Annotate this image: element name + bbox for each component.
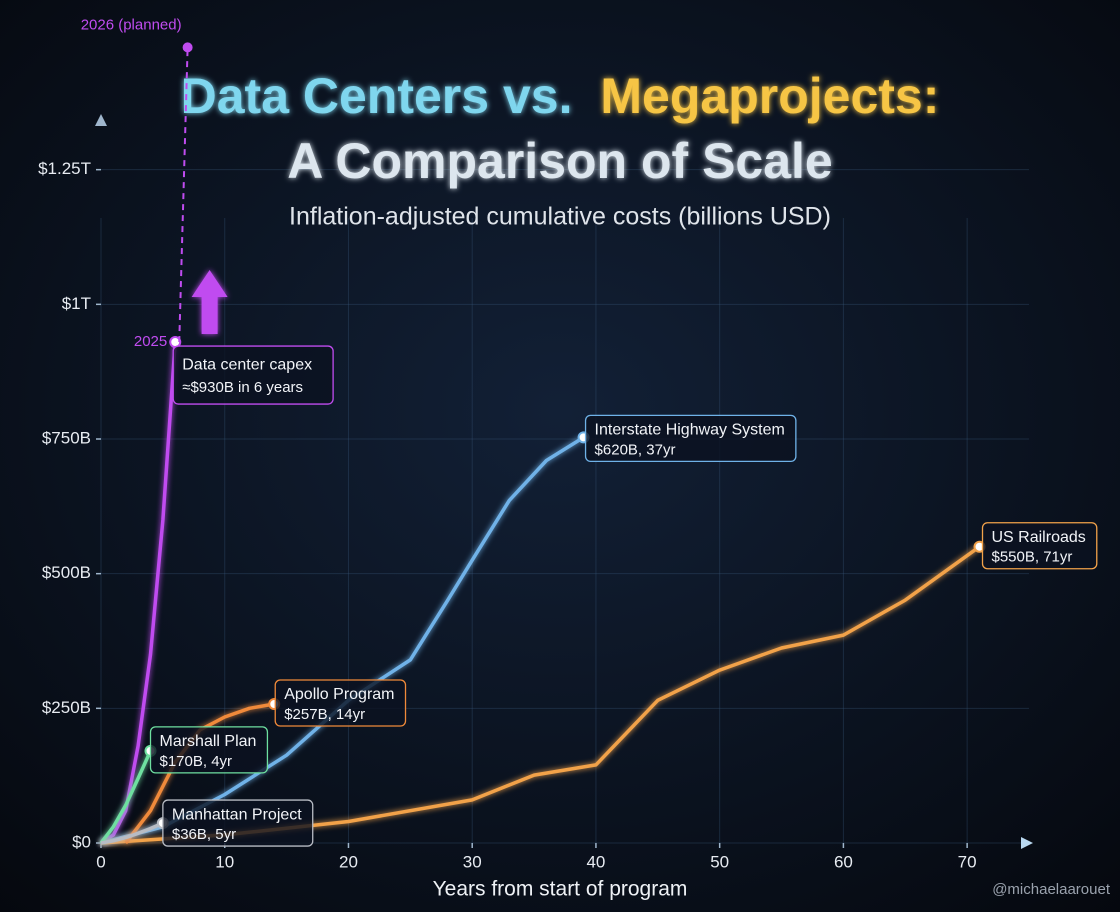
y-tick-label: $0	[72, 832, 91, 851]
x-tick-label: 40	[586, 852, 605, 871]
annotation-frame	[162, 799, 314, 847]
series-line	[100, 545, 981, 845]
annotation-box: Marshall Plan $170B, 4yr	[149, 726, 269, 774]
series-note: $620B, 37yr	[595, 441, 676, 458]
annotation-frame	[981, 522, 1098, 570]
y-tick-label: $250B	[42, 698, 91, 717]
x-axis-arrow	[1021, 837, 1033, 849]
series-note: ≈$930B in 6 years	[182, 379, 303, 396]
planned-point	[182, 42, 193, 53]
annotation-box: Apollo Program $257B, 14yr	[274, 679, 407, 727]
x-tick-label: 60	[834, 852, 853, 871]
x-tick-label: 20	[339, 852, 358, 871]
annotation-box: Data center capex ≈$930B in 6 years	[172, 345, 334, 405]
series-note: $257B, 14yr	[284, 706, 365, 723]
annotation-frame	[172, 345, 334, 405]
y-tick-label: $500B	[42, 563, 91, 582]
series-note: $170B, 4yr	[159, 753, 232, 770]
title-part: Data Centers vs.	[181, 68, 573, 124]
annotation-frame	[274, 679, 407, 727]
annotation-box: Interstate Highway System $620B, 37yr	[584, 414, 797, 463]
series-name: Data center capex	[182, 356, 312, 373]
series-name: US Railroads	[992, 529, 1086, 546]
chart-title: Data Centers vs. Megaprojects:	[181, 68, 940, 124]
planned-label: 2026 (planned)	[81, 16, 182, 33]
series-name: Manhattan Project	[172, 806, 302, 823]
annotation-box: Manhattan Project $36B, 5yr	[162, 799, 314, 847]
x-axis-label: Years from start of program	[433, 878, 688, 901]
series-name: Marshall Plan	[159, 733, 256, 750]
growth-arrow	[191, 270, 228, 335]
y-tick-label: $1T	[62, 294, 91, 313]
y-axis-arrow	[95, 114, 107, 126]
y-tick-label: $750B	[42, 428, 91, 447]
annotation-box: US Railroads $550B, 71yr	[981, 522, 1098, 570]
end-label: 2025	[134, 333, 167, 350]
series-name: Apollo Program	[284, 686, 394, 703]
x-tick-label: 30	[463, 852, 482, 871]
x-tick-label: 50	[710, 852, 729, 871]
series-line	[100, 821, 164, 845]
chart-title: A Comparison of Scale	[287, 133, 832, 189]
title-part: Megaprojects:	[600, 68, 939, 124]
series-line	[99, 750, 153, 845]
series-name: Interstate Highway System	[595, 422, 785, 439]
annotation-frame	[149, 726, 269, 774]
x-tick-label: 70	[958, 852, 977, 871]
grid	[100, 169, 1029, 844]
x-tick-label: 0	[96, 852, 105, 871]
planned-line	[178, 47, 189, 343]
series-note: $36B, 5yr	[172, 826, 236, 843]
credit: @michaelaarouet	[992, 881, 1111, 898]
x-tick-label: 10	[215, 852, 234, 871]
annotation-frame	[584, 414, 797, 463]
series-line	[100, 341, 177, 845]
y-tick-label: $1.25T	[38, 159, 91, 178]
chart-subtitle: Inflation-adjusted cumulative costs (bil…	[289, 203, 831, 231]
series-note: $550B, 71yr	[992, 549, 1073, 566]
